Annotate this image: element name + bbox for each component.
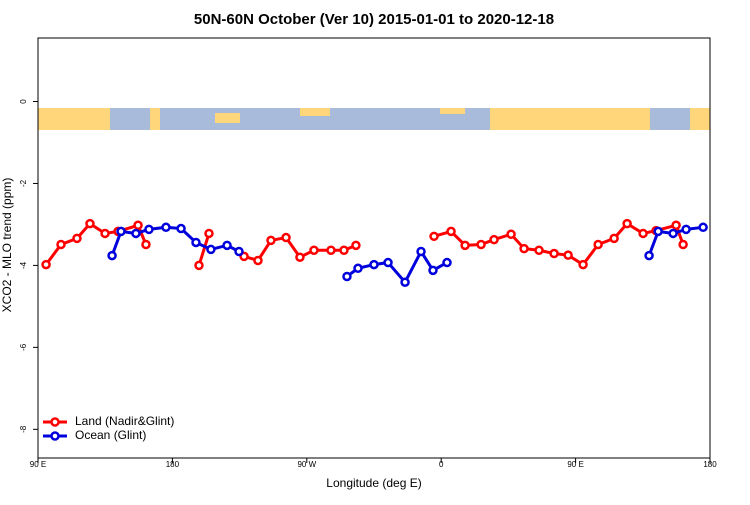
y-tick-label: -2 [19, 179, 28, 187]
point [678, 239, 688, 250]
point [671, 220, 681, 231]
point [41, 259, 51, 270]
point [85, 218, 95, 229]
series-line [44, 221, 685, 267]
point [416, 246, 426, 257]
point [476, 239, 486, 250]
point [442, 257, 452, 268]
point [622, 218, 632, 229]
point [161, 222, 171, 233]
point [342, 271, 352, 282]
point [144, 224, 154, 235]
point [534, 245, 544, 256]
point [206, 244, 216, 255]
x-tick-label: 90 W [297, 460, 316, 469]
y-tick-label: -4 [19, 261, 28, 269]
point [353, 263, 363, 274]
point [204, 228, 214, 239]
point [281, 232, 291, 243]
legend-marker [50, 417, 60, 427]
point [549, 248, 559, 259]
x-tick-label: 180 [703, 460, 717, 469]
point [681, 224, 691, 235]
point [400, 277, 410, 287]
point [194, 260, 204, 271]
point [653, 226, 663, 237]
plot-frame [37, 37, 711, 459]
legend-label: Ocean (Glint) [75, 428, 146, 442]
point [339, 245, 349, 256]
point [100, 228, 110, 239]
point [609, 233, 619, 244]
point [638, 228, 648, 239]
point [253, 255, 263, 266]
legend-label: Land (Nadir&Glint) [75, 414, 174, 428]
point [429, 231, 439, 242]
point [519, 243, 529, 254]
x-tick-label: 90 E [567, 460, 583, 469]
point [351, 240, 361, 251]
point [563, 250, 573, 260]
point [131, 228, 141, 239]
point [644, 250, 654, 261]
point [506, 229, 516, 240]
point [234, 246, 244, 257]
point [460, 240, 470, 251]
point [133, 220, 143, 231]
x-tick-label: 0 [439, 460, 444, 469]
point [107, 250, 117, 261]
legend: Land (Nadir&Glint)Ocean (Glint) [43, 414, 174, 442]
point [295, 252, 305, 262]
point [176, 223, 186, 234]
point [446, 226, 456, 237]
point [668, 228, 678, 239]
point [309, 245, 319, 256]
point [326, 245, 336, 256]
y-axis-label: XCO2 - MLO trend (ppm) [0, 178, 14, 313]
point [578, 259, 588, 270]
y-tick-label: 0 [19, 99, 28, 104]
y-tick-label: -6 [19, 343, 28, 351]
point [489, 234, 499, 245]
point [222, 240, 232, 251]
point [141, 239, 151, 250]
x-tick-label: 90 E [30, 460, 46, 469]
point [266, 235, 276, 246]
point [698, 222, 708, 233]
point [593, 239, 603, 250]
point [191, 237, 201, 248]
point [369, 259, 379, 270]
point [116, 226, 126, 237]
chart-title: 50N-60N October (Ver 10) 2015-01-01 to 2… [194, 11, 554, 28]
legend-marker [50, 431, 60, 441]
point [428, 265, 438, 276]
point [72, 233, 82, 244]
x-tick-label: 180 [166, 460, 180, 469]
y-tick-label: -8 [19, 425, 28, 433]
x-axis-label: Longitude (deg E) [326, 476, 421, 490]
point [56, 239, 66, 250]
point [383, 257, 393, 268]
map-band [38, 108, 710, 130]
